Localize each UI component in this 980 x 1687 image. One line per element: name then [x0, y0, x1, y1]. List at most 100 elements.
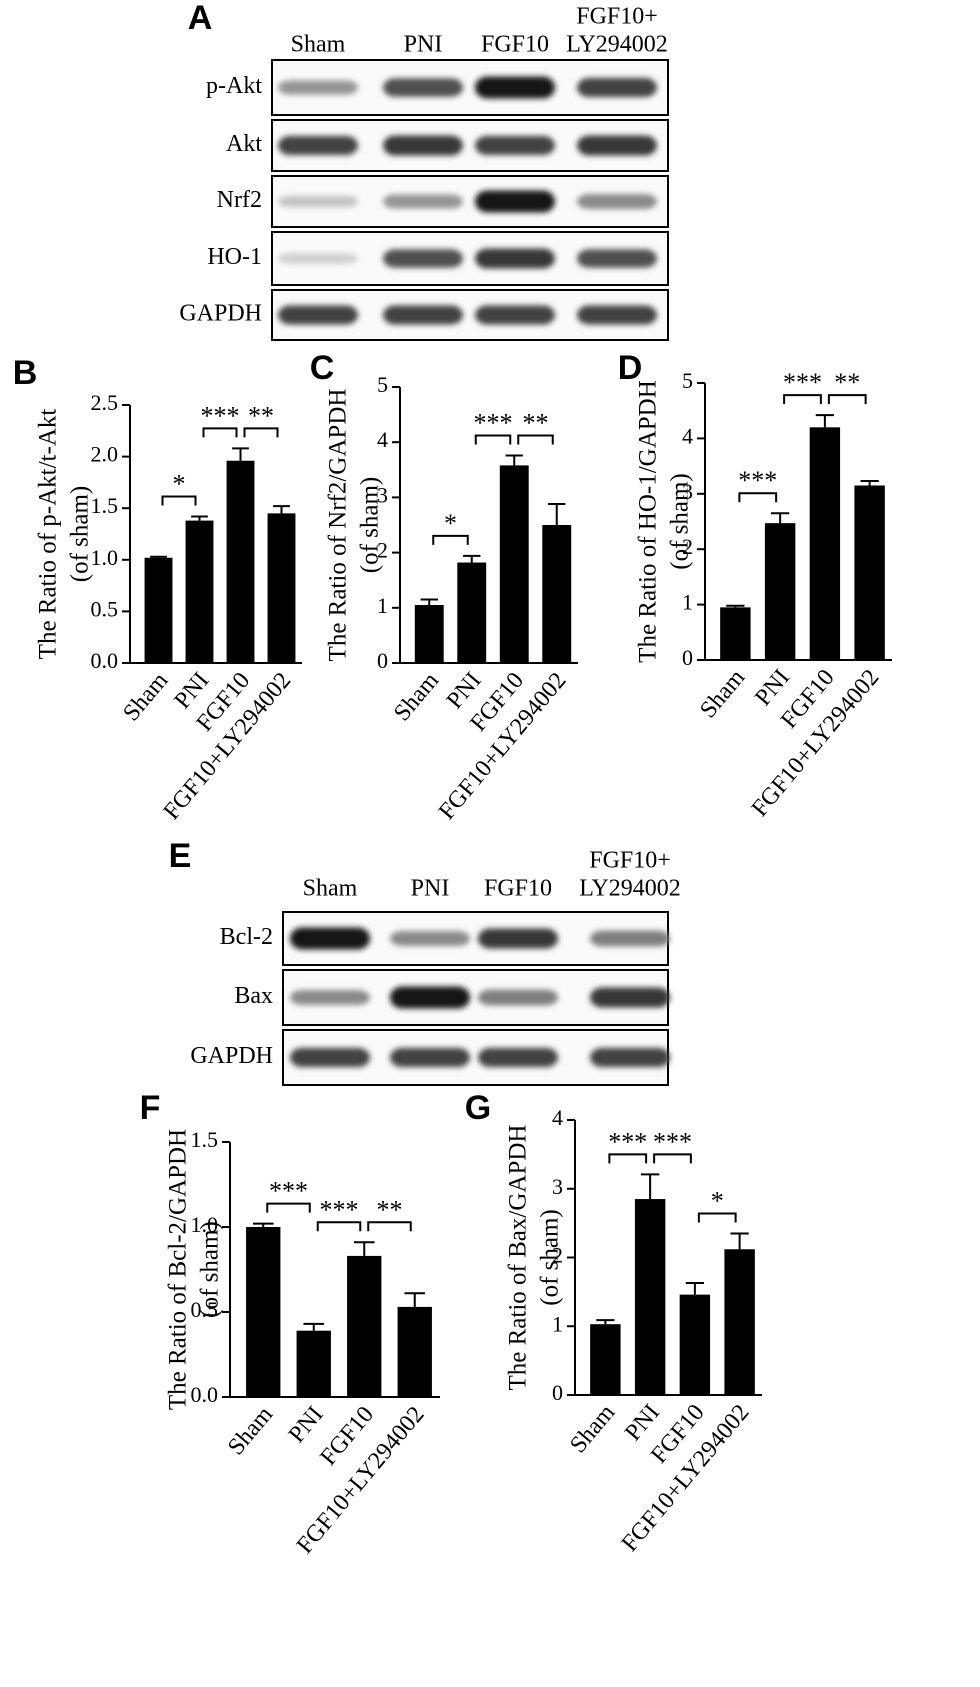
bar	[246, 1227, 281, 1397]
lane-label: PNI	[411, 876, 450, 902]
significance-label: **	[248, 401, 274, 430]
y-tick-label: 2.0	[91, 442, 119, 467]
band	[278, 305, 358, 325]
bar	[144, 557, 173, 663]
bracket-line	[517, 434, 554, 445]
significance-bracket: **	[517, 408, 554, 445]
y-tick-label: 4	[552, 1105, 563, 1130]
bracket-line	[161, 495, 197, 506]
y-tick-label: 2	[377, 538, 388, 563]
panel-letter: E	[169, 837, 192, 875]
band	[383, 194, 463, 209]
bar	[590, 1324, 621, 1395]
significance-bracket: ***	[474, 408, 513, 445]
x-tick-label: Sham	[565, 1399, 620, 1458]
y-tick-label: 2	[552, 1243, 563, 1268]
y-tick-label: 3	[377, 482, 388, 507]
y-axis-label: (of sham)	[197, 1221, 224, 1318]
bracket-line	[697, 1212, 737, 1223]
significance-label: ***	[269, 1177, 308, 1206]
significance-label: *	[173, 469, 186, 498]
bar	[724, 1249, 755, 1395]
band	[390, 1047, 470, 1068]
bar	[764, 523, 796, 660]
band	[478, 1047, 558, 1068]
row-label: p-Akt	[206, 73, 262, 99]
bar	[499, 465, 529, 663]
bar	[226, 460, 255, 663]
y-axis-label: (of sham)	[537, 1209, 564, 1306]
lane-label: FGF10+	[576, 4, 658, 30]
band	[390, 931, 470, 946]
y-tick-label: 1.0	[91, 545, 119, 570]
bar	[679, 1294, 711, 1395]
panel-letter: B	[13, 354, 38, 392]
bracket-line	[266, 1202, 311, 1213]
band	[290, 990, 370, 1005]
bracket-line	[608, 1153, 648, 1164]
bar	[720, 607, 751, 660]
y-tick-label: 0	[552, 1380, 563, 1405]
band	[278, 253, 358, 264]
significance-bracket: ***	[266, 1177, 311, 1213]
lane-label: FGF10	[481, 32, 549, 58]
bracket-line	[783, 394, 822, 405]
bar	[414, 605, 444, 663]
significance-label: ***	[608, 1127, 647, 1156]
bracket-line	[243, 427, 279, 438]
panel-letter: A	[188, 0, 213, 37]
x-tick-label: Sham	[695, 664, 750, 723]
y-axis-label: The Ratio of HO-1/GAPDH	[635, 380, 662, 663]
y-axis-label: (of sham)	[357, 477, 384, 574]
bracket-line	[316, 1221, 362, 1232]
y-tick-label: 5	[377, 372, 388, 397]
y-axis-label: The Ratio of Nrf2/GAPDH	[325, 389, 352, 662]
bracket-line	[432, 534, 469, 545]
significance-label: **	[377, 1195, 403, 1224]
y-tick-label: 1	[552, 1311, 563, 1336]
y-tick-label: 1.5	[191, 1127, 219, 1152]
significance-bracket: *	[432, 509, 469, 545]
y-tick-label: 1.0	[191, 1212, 219, 1237]
bar	[854, 485, 885, 660]
bar	[185, 520, 214, 663]
band	[590, 987, 670, 1008]
lane-label: Sham	[303, 876, 358, 902]
y-tick-label: 1	[682, 590, 693, 615]
band	[278, 135, 358, 156]
significance-bracket: ***	[783, 368, 822, 405]
bracket-line	[827, 394, 867, 405]
y-tick-label: 4	[682, 423, 693, 448]
y-axis-label: (of sham)	[667, 473, 694, 570]
y-axis-label: The Ratio of Bcl-2/GAPDH	[165, 1129, 192, 1410]
y-axis-label: (of sham)	[67, 486, 94, 583]
y-tick-label: 0	[377, 648, 388, 673]
lane-label: FGF10	[484, 876, 552, 902]
significance-label: ***	[738, 466, 777, 495]
band	[577, 77, 657, 98]
y-tick-label: 0.5	[191, 1297, 219, 1322]
y-axis-label: The Ratio of p-Akt/t-Akt	[35, 409, 62, 660]
row-label: Bax	[234, 983, 273, 1009]
y-tick-label: 2	[682, 534, 693, 559]
band	[590, 930, 670, 947]
lane-label: LY294002	[579, 876, 681, 902]
band	[278, 80, 358, 95]
bar	[296, 1330, 331, 1397]
band	[475, 135, 555, 156]
lane-label: Sham	[291, 32, 346, 58]
bar	[809, 427, 841, 660]
band	[290, 927, 370, 950]
band	[577, 194, 657, 209]
band	[278, 195, 358, 208]
band	[478, 989, 558, 1006]
y-tick-label: 5	[682, 368, 693, 393]
bracket-line	[738, 492, 778, 503]
row-label: GAPDH	[190, 1043, 273, 1069]
panel-letter: G	[465, 1089, 491, 1127]
bracket-line	[367, 1221, 412, 1232]
significance-bracket: ***	[316, 1195, 362, 1232]
y-tick-label: 3	[682, 479, 693, 504]
band	[475, 305, 555, 325]
